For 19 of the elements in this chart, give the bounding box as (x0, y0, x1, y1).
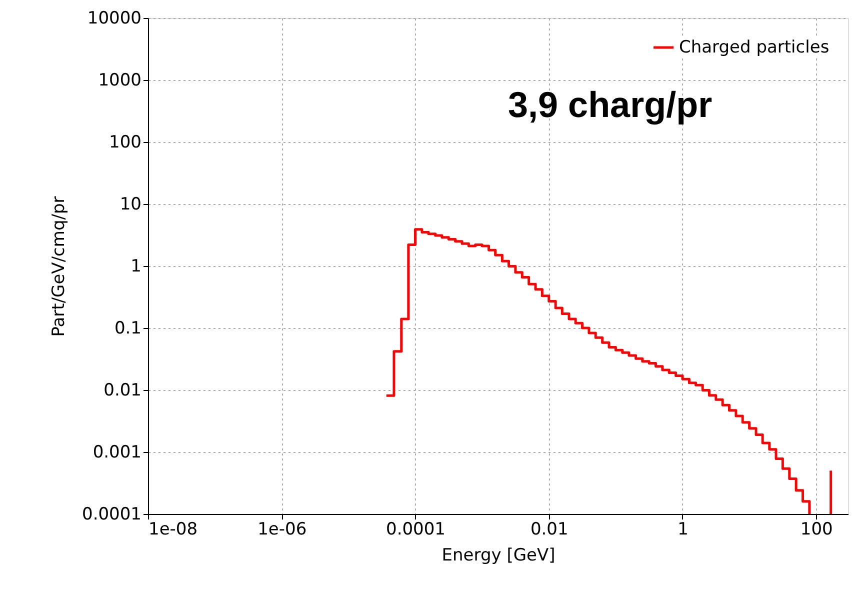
y-tick-label: 0.1 (114, 318, 142, 338)
x-axis-title: Energy [GeV] (442, 546, 556, 566)
y-tick-label: 0.0001 (82, 504, 142, 524)
x-tick-label: 0.01 (530, 520, 568, 540)
x-tick-label: 100 (800, 520, 833, 540)
y-tick-label: 1000 (98, 70, 142, 90)
x-tick-label: 1 (678, 520, 688, 540)
y-tick-label: 1 (130, 256, 142, 276)
x-tick-label: 1e-06 (258, 520, 307, 540)
annotation: 3,9 charg/pr (508, 84, 712, 125)
y-tick-label: 10 (120, 194, 142, 214)
x-tick-label: 0.0001 (386, 520, 446, 540)
y-tick-label: 10000 (87, 8, 142, 28)
x-tick-label: 1e-08 (148, 520, 198, 540)
y-axis-title: Part/GeV/cmq/pr (49, 196, 70, 337)
y-tick-label: 100 (109, 132, 142, 152)
y-tick-label: 0.01 (104, 380, 142, 400)
y-tick-label: 0.001 (92, 442, 142, 462)
legend-label: Charged particles (679, 38, 830, 58)
